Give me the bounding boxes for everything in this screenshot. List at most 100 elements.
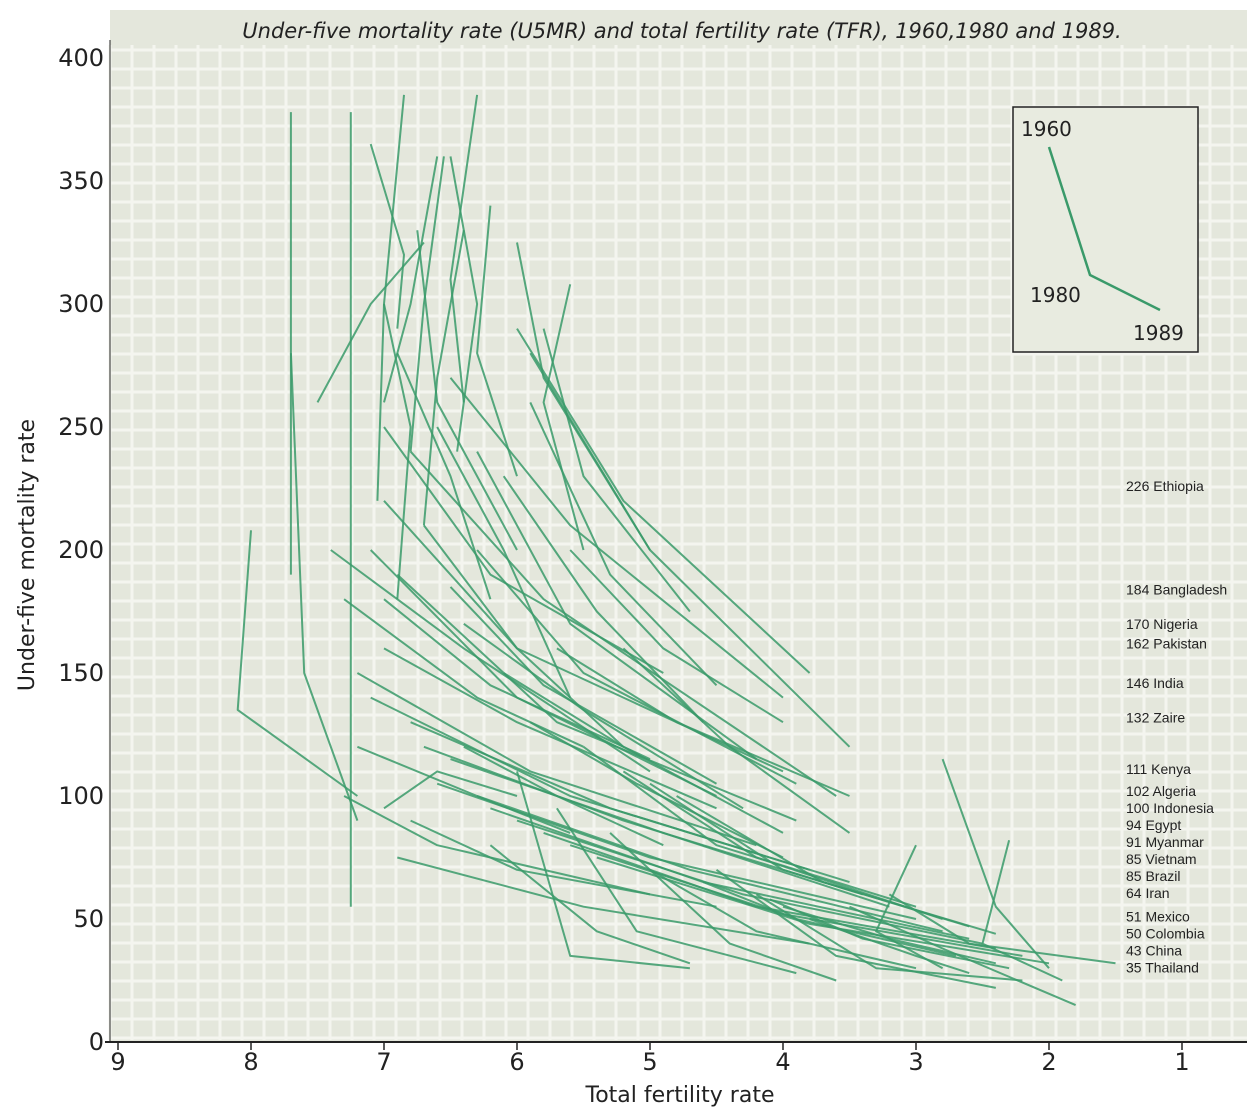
country-trajectory-line [449,94,479,403]
country-trajectory-line [556,807,797,975]
x-tick-label: 9 [110,1048,125,1076]
country-label: 146 India [1126,675,1184,691]
x-axis-ticks: 9 8 7 6 5 4 3 2 1 [110,1042,1190,1076]
country-trajectory-line [422,230,465,526]
y-tick-label: 350 [58,167,104,195]
country-label: 132 Zaire [1126,709,1185,725]
inset-label-1960: 1960 [1021,117,1072,141]
country-trajectory-line [436,426,572,699]
country-trajectory-line [516,819,983,945]
x-tick-label: 1 [1174,1048,1189,1076]
country-trajectory-line [702,881,957,957]
country-label: 91 Myanmar [1126,834,1204,850]
country-trajectory-line [449,377,784,699]
country-trajectory-line [941,758,1050,969]
country-label: 162 Pakistan [1126,635,1207,651]
country-trajectory-line [396,352,492,600]
country-trajectory-line [529,401,718,686]
y-tick-label: 200 [58,536,104,564]
country-trajectory-line [782,905,997,965]
country-trajectory-line [449,586,717,785]
country-trajectory-line [383,598,651,761]
country-trajectory-line [343,598,584,748]
country-trajectory-line [369,143,405,329]
country-trajectory-line [316,241,425,403]
country-trajectory-line [423,524,625,748]
y-tick-label: 100 [58,782,104,810]
y-tick-label: 50 [73,905,104,933]
country-trajectory-line [409,450,837,797]
country-trajectory-line [343,795,651,896]
country-trajectory-line [410,819,717,908]
country-label: 102 Algeria [1126,783,1196,799]
country-trajectory-line [569,549,784,724]
country-trajectory-line [981,840,1063,982]
country-trajectory-line [356,672,757,847]
country-trajectory-line [769,898,1010,970]
x-tick-label: 7 [376,1048,391,1076]
country-trajectory-line [476,549,797,785]
x-tick-label: 2 [1041,1048,1056,1076]
country-label: 170 Nigeria [1126,616,1198,632]
country-trajectory-line [383,156,439,403]
x-tick-label: 4 [775,1048,790,1076]
country-trajectory-line [383,770,518,810]
country-trajectory-line [289,353,359,821]
country-trajectory-line [849,905,1076,1007]
country-trajectory-line [502,475,704,723]
country-trajectory-line [476,205,518,477]
x-tick-label: 8 [243,1048,258,1076]
y-tick-label: 300 [58,290,104,318]
country-trajectory-line [357,745,571,834]
x-tick-label: 5 [642,1048,657,1076]
inset-frame [1012,106,1199,353]
x-axis-label: Total fertility rate [585,1083,775,1108]
country-trajectory-line [449,156,479,452]
x-tick-label: 3 [908,1048,923,1076]
y-axis-label: Under-five mortality rate [15,419,40,691]
chart-title: Under-five mortality rate (U5MR) and tot… [242,19,1121,43]
country-trajectory-line [529,352,851,748]
country-trajectory-line [542,284,585,551]
country-trajectory-line [542,328,691,613]
y-tick-label: 400 [58,44,104,72]
series-lines [236,94,1116,1007]
y-tick-label: 0 [89,1028,104,1056]
country-trajectory-line [649,868,917,970]
country-trajectory-line [416,230,518,551]
country-label: 64 Iran [1126,885,1170,901]
x-tick-label: 6 [509,1048,524,1076]
country-trajectory-line [875,844,944,970]
country-label: 226 Ethiopia [1126,478,1204,494]
country-label: 184 Bangladesh [1126,581,1227,597]
country-trajectory-line [410,721,850,884]
country-trajectory-line [516,328,811,674]
country-label: 43 China [1126,943,1182,959]
inset-legend: 1960 1980 1989 [1012,106,1199,353]
country-label: 111 Kenya [1126,761,1191,777]
country-trajectory-line [715,868,996,989]
country-trajectory-line [622,647,851,834]
country-label: 85 Vietnam [1126,851,1197,867]
inset-label-1989: 1989 [1133,321,1184,345]
country-trajectory-line [383,303,412,600]
country-trajectory-line [676,795,997,935]
country-trajectory-line [529,721,784,859]
country-trajectory-line [396,573,797,822]
inset-example-line [1047,146,1161,312]
country-trajectory-line [409,156,445,452]
y-tick-label: 250 [58,413,104,441]
country-trajectory-line [236,530,358,797]
y-axis-ticks: 0 50 100 150 200 250 300 350 400 [58,44,104,1056]
country-label: 51 Mexico [1126,909,1190,925]
country-label: 100 Indonesia [1126,800,1214,816]
inset-label-1980: 1980 [1030,283,1081,307]
grid [108,45,1247,1040]
country-label: 85 Brazil [1126,868,1180,884]
country-trajectory-line [397,856,810,945]
country-labels: 226 Ethiopia 184 Bangladesh 170 Nigeria 162… [1126,478,1227,975]
country-trajectory-line [809,918,970,975]
country-trajectory-line [516,771,691,970]
country-trajectory-line [489,844,691,965]
